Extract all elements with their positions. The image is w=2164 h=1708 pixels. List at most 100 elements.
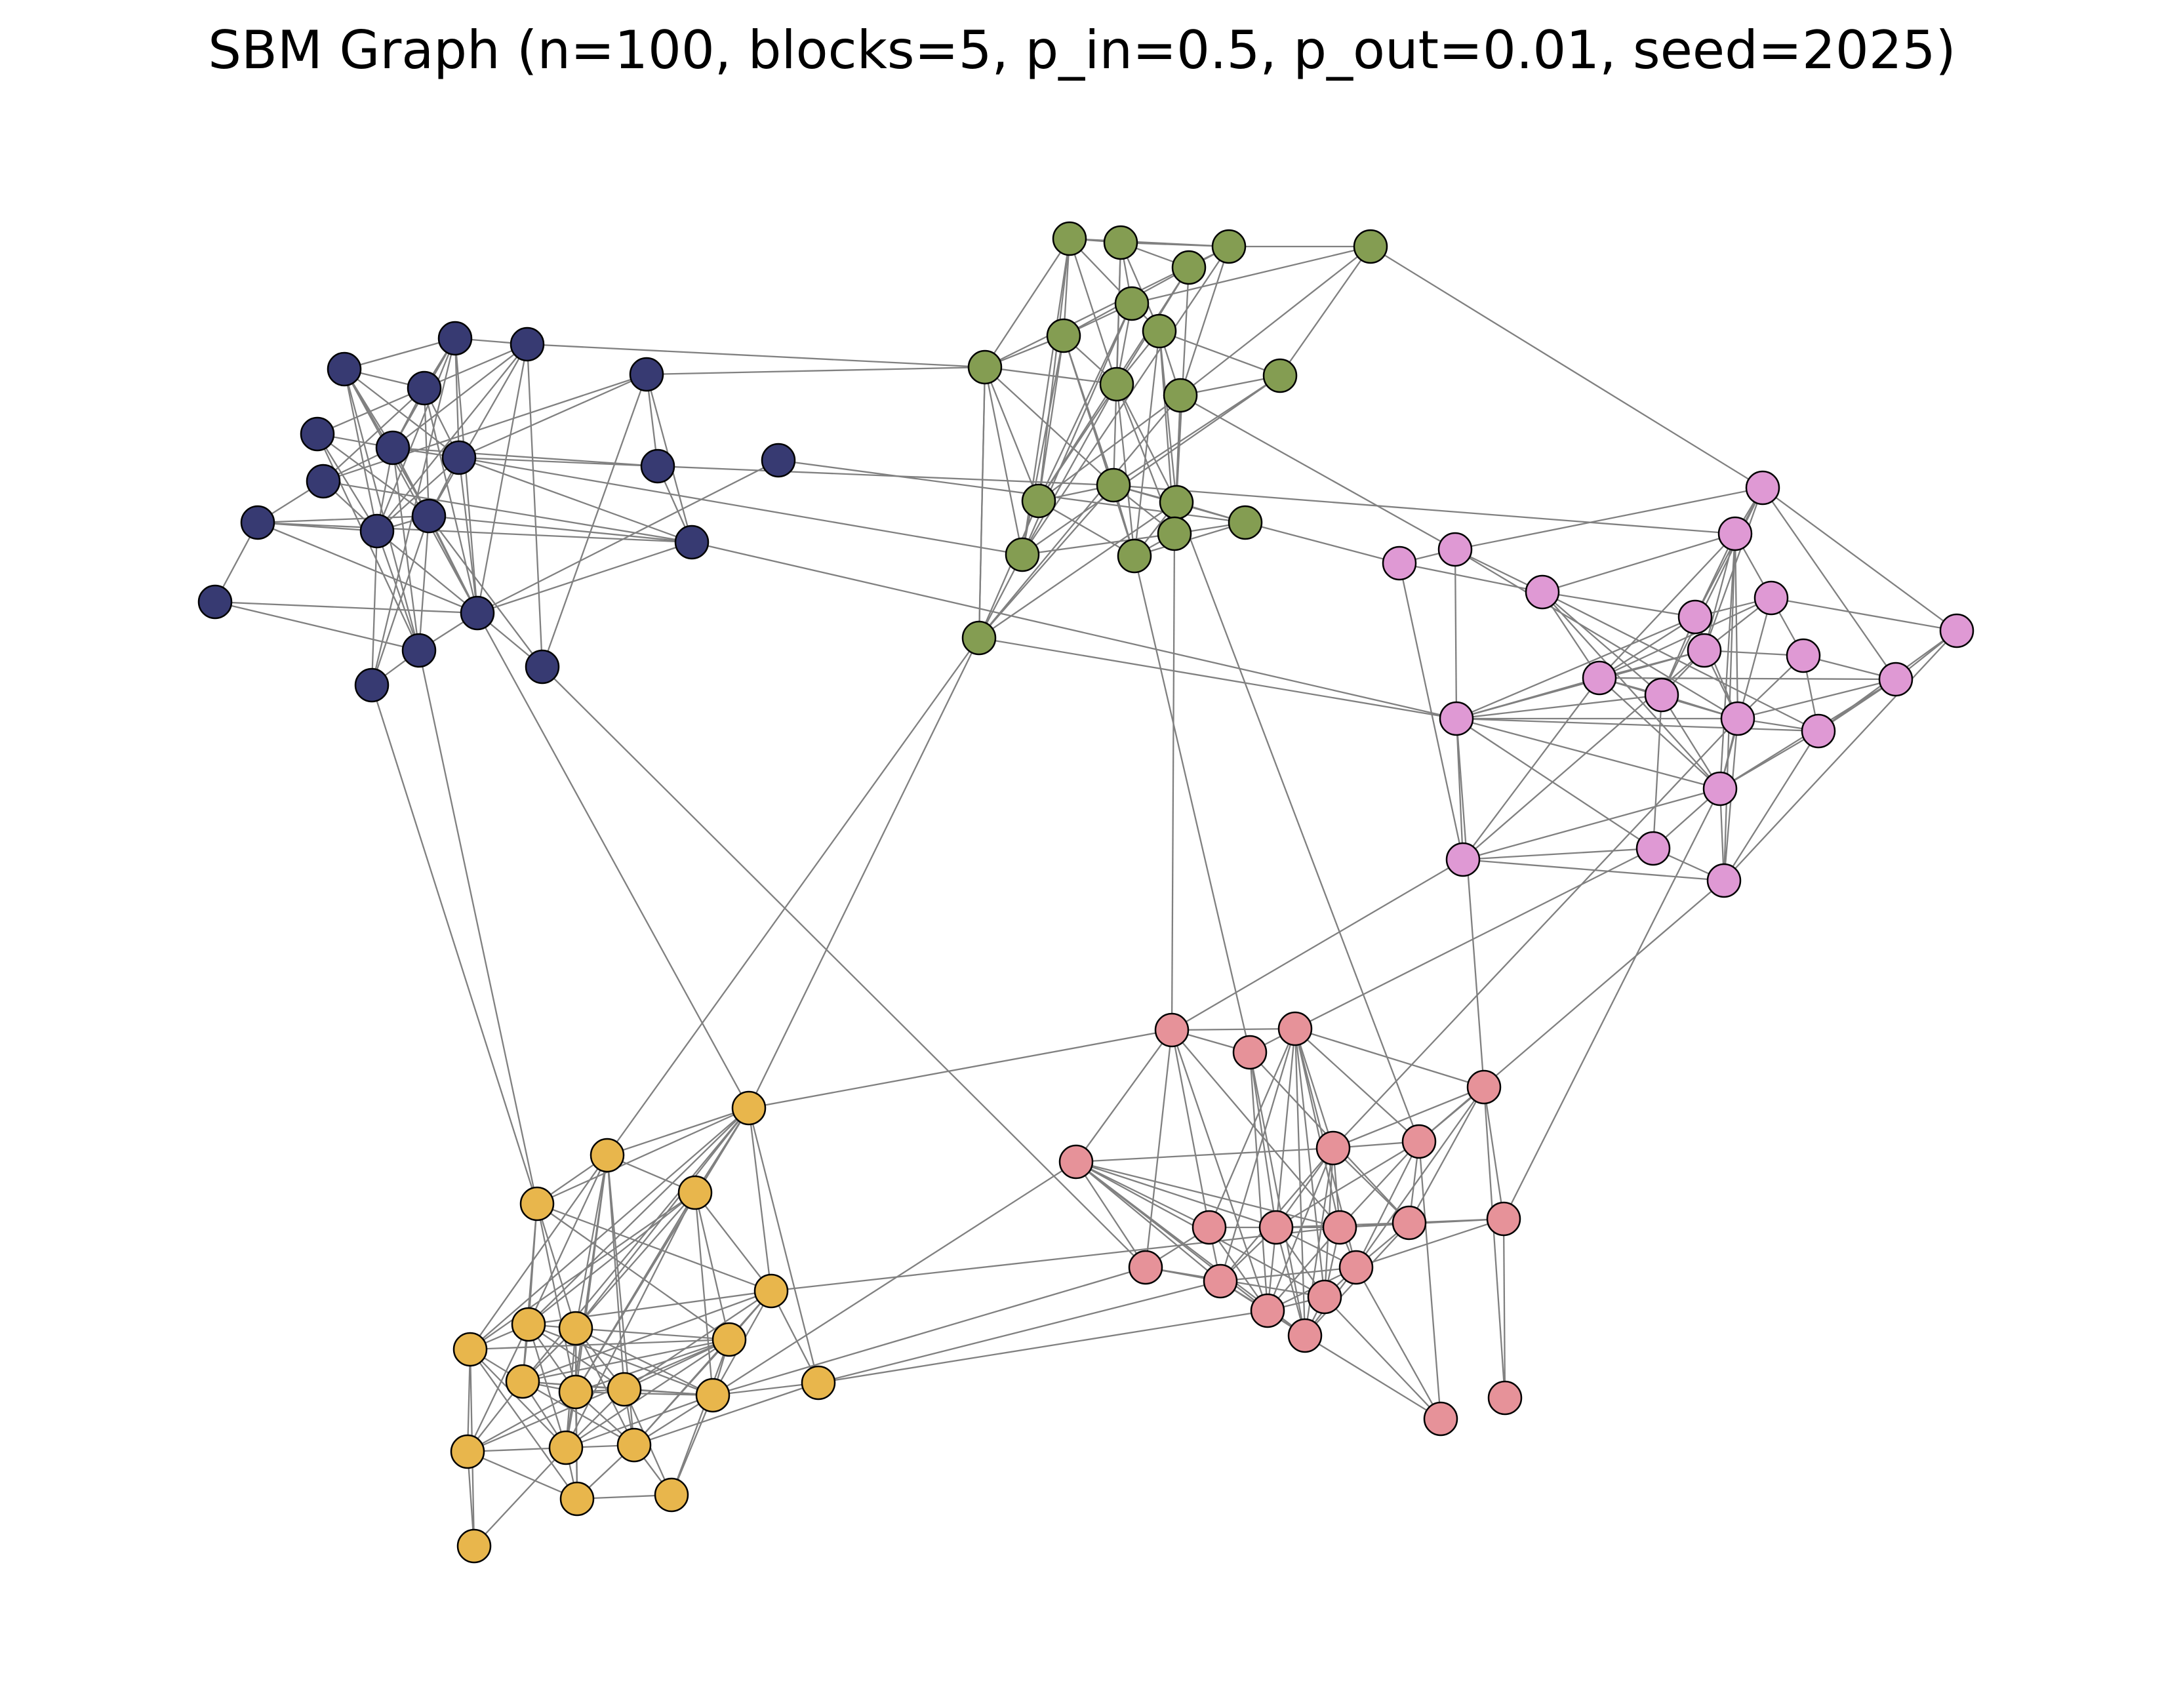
edge-block-1 <box>978 485 1114 639</box>
edge-block-1 <box>1022 532 1175 556</box>
edge-block-3 <box>1294 1028 1420 1142</box>
edge-block-3 <box>1171 1029 1269 1311</box>
edge-block-4 <box>575 1338 730 1393</box>
edge-between-blocks <box>527 343 986 368</box>
node-block-4-10 <box>558 1374 593 1410</box>
edge-block-4 <box>528 1192 696 1325</box>
edge-block-4 <box>470 1107 750 1350</box>
edge-block-1 <box>1113 375 1281 486</box>
edge-block-0 <box>458 456 692 544</box>
edge-block-0 <box>376 338 456 532</box>
node-block-1-7 <box>1142 313 1177 349</box>
edge-block-0 <box>392 344 528 448</box>
edge-block-3 <box>1355 1141 1420 1268</box>
edge-between-blocks <box>1171 533 1176 1031</box>
edge-block-0 <box>323 480 692 544</box>
edge-block-2 <box>1771 597 1957 632</box>
edge-block-2 <box>1762 487 1957 631</box>
node-block-2-1 <box>1717 516 1753 551</box>
node-block-4-14 <box>450 1434 485 1469</box>
node-block-2-6 <box>1753 580 1789 616</box>
edge-block-4 <box>565 1192 696 1448</box>
node-block-4-6 <box>558 1311 593 1346</box>
edge-block-0 <box>317 433 430 517</box>
edge-block-1 <box>1021 384 1118 555</box>
edge-between-blocks <box>1332 718 1738 1149</box>
node-block-3-15 <box>1250 1293 1285 1328</box>
node-block-4-0 <box>731 1090 767 1126</box>
edge-between-blocks <box>748 1029 1172 1109</box>
edge-block-1 <box>1022 375 1281 555</box>
node-block-2-11 <box>1644 677 1679 713</box>
edge-block-2 <box>1599 597 1772 679</box>
edge-between-blocks <box>1171 859 1464 1031</box>
edge-block-2 <box>1454 549 1738 719</box>
node-block-2-14 <box>1439 701 1474 736</box>
edge-block-4 <box>536 1203 577 1329</box>
edge-block-3 <box>1275 1141 1420 1228</box>
edge-block-0 <box>376 530 420 651</box>
node-block-0-7 <box>441 440 477 475</box>
edge-block-4 <box>575 1192 696 1393</box>
edge-block-1 <box>984 238 1070 368</box>
edge-block-3 <box>1275 1028 1296 1228</box>
node-block-1-9 <box>1262 358 1298 393</box>
edge-block-4 <box>694 1192 772 1292</box>
edge-block-0 <box>257 521 692 544</box>
edge-between-blocks <box>712 1161 1077 1396</box>
edge-block-0 <box>376 530 478 614</box>
edge-block-2 <box>1398 563 1464 860</box>
edge-between-blocks <box>371 685 538 1204</box>
edge-block-3 <box>1075 1161 1277 1229</box>
node-block-1-1 <box>1103 225 1138 260</box>
edge-between-blocks <box>712 1266 1146 1397</box>
node-block-2-5 <box>1677 599 1713 635</box>
edge-block-0 <box>257 521 478 614</box>
node-block-1-2 <box>1171 250 1207 285</box>
edge-block-1 <box>984 367 1040 502</box>
node-block-1-10 <box>1099 367 1134 402</box>
edge-block-4 <box>473 1447 567 1547</box>
node-block-3-19 <box>1487 1380 1523 1416</box>
node-block-1-18 <box>1157 516 1192 551</box>
edge-between-blocks <box>1502 788 1721 1220</box>
edge-block-1 <box>978 367 986 639</box>
node-block-3-8 <box>1258 1210 1294 1245</box>
node-block-3-18 <box>1423 1401 1458 1437</box>
edge-block-2 <box>1542 591 1819 732</box>
edge-block-2 <box>1462 858 1725 882</box>
edge-block-0 <box>458 456 658 467</box>
edge-block-3 <box>1171 1029 1211 1228</box>
edge-block-4 <box>565 1394 713 1449</box>
node-block-2-19 <box>1706 863 1742 898</box>
edge-block-0 <box>392 447 658 467</box>
edge-block-2 <box>1456 717 1819 732</box>
node-block-1-8 <box>967 349 1003 385</box>
edge-block-1 <box>1021 335 1065 555</box>
edge-block-1 <box>1179 246 1230 396</box>
node-block-3-0 <box>1154 1012 1190 1048</box>
node-block-1-16 <box>1005 537 1040 572</box>
node-block-2-3 <box>1437 532 1473 567</box>
edge-block-4 <box>528 1107 750 1325</box>
edge-block-3 <box>1339 1141 1420 1228</box>
edge-block-4 <box>607 1107 750 1157</box>
edge-block-3 <box>1324 1296 1441 1420</box>
edge-between-blocks <box>1133 555 1251 1053</box>
node-block-0-13 <box>411 498 447 534</box>
edge-block-0 <box>391 447 420 651</box>
edge-between-blocks <box>458 456 1023 556</box>
edge-block-0 <box>376 344 528 532</box>
node-block-0-19 <box>354 667 390 703</box>
edge-block-0 <box>371 515 430 686</box>
edge-block-1 <box>1062 335 1136 557</box>
node-block-2-9 <box>1939 613 1974 648</box>
node-block-1-14 <box>1159 485 1194 520</box>
node-block-0-10 <box>306 464 341 499</box>
node-block-3-4 <box>1058 1144 1094 1180</box>
edge-block-1 <box>978 500 1040 639</box>
node-block-3-3 <box>1466 1069 1502 1105</box>
node-block-4-11 <box>607 1372 642 1407</box>
edge-block-0 <box>317 387 425 435</box>
edge-block-0 <box>458 457 479 614</box>
